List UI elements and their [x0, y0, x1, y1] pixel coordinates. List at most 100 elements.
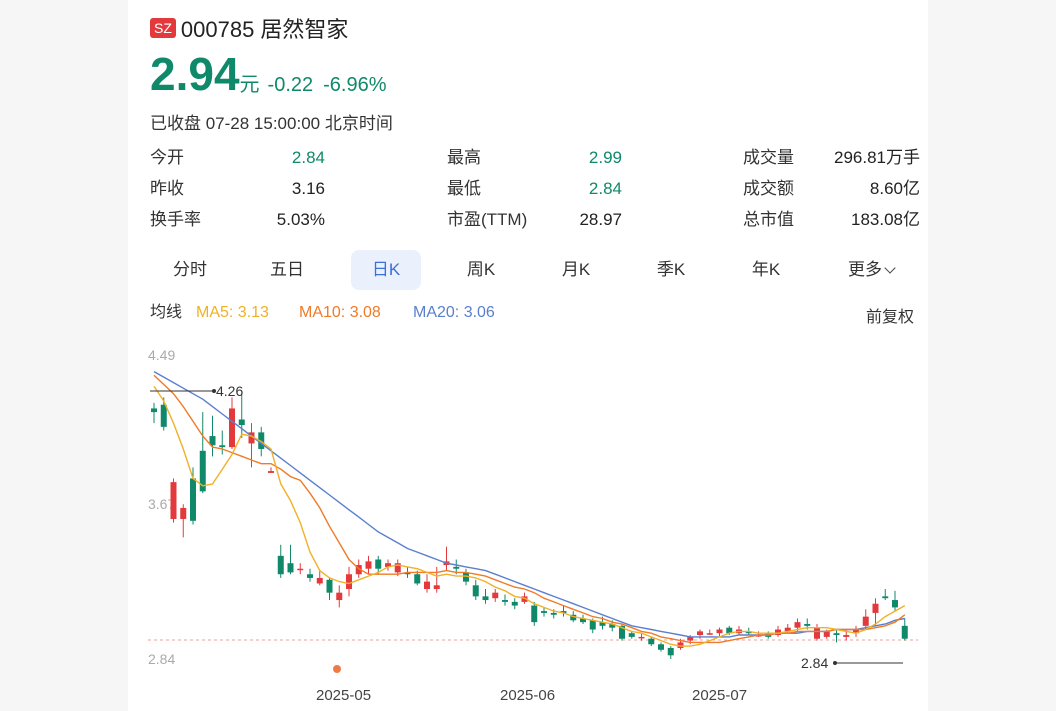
tab-intraday[interactable]: 分时 — [173, 260, 207, 279]
candle-body — [424, 581, 430, 589]
ma5-legend: MA5: 3.13 — [196, 304, 269, 321]
ma-title: 均线 — [150, 304, 183, 321]
candle-body — [794, 622, 801, 628]
candle-body — [170, 482, 177, 519]
quote-label-market-cap: 总市值 — [743, 210, 794, 229]
quote-value-prev-close: 3.16 — [291, 179, 325, 198]
high-marker-dot — [212, 389, 216, 393]
candle-body — [755, 635, 762, 637]
quote-card — [128, 0, 928, 711]
price-change: -0.22 — [267, 74, 314, 96]
candle-body — [599, 622, 606, 626]
candle-body — [209, 436, 216, 446]
price-change-pct: -6.96% — [323, 74, 387, 96]
candle-body — [511, 601, 518, 606]
quote-value-turnover: 5.03% — [276, 210, 325, 229]
candle-body — [151, 408, 157, 413]
event-marker — [333, 665, 341, 673]
current-price: 2.94 — [150, 48, 240, 100]
tab-five-day[interactable]: 五日 — [270, 260, 304, 279]
candle-body — [667, 647, 674, 656]
candle-body — [238, 419, 245, 426]
price-row: 2.94 元 -0.22 -6.96% — [150, 48, 397, 100]
candle-body — [882, 596, 889, 599]
quote-label-low: 最低 — [447, 179, 481, 198]
ma10-legend: MA10: 3.08 — [299, 304, 381, 321]
y-label-min: 2.84 — [148, 651, 175, 667]
quote-label-prev-close: 昨收 — [150, 179, 184, 198]
candle-body — [346, 574, 352, 589]
candle-body — [482, 596, 489, 601]
period-tabs: 分时 五日 日K 周K 月K 季K 年K 更多 — [150, 250, 920, 290]
quote-value-amount: 8.60亿 — [869, 179, 920, 198]
candle-body — [180, 507, 187, 519]
candle-body — [385, 563, 391, 567]
candle-body — [268, 471, 274, 473]
ma20-line — [153, 370, 905, 638]
tab-weekly-k[interactable]: 周K — [466, 260, 496, 279]
y-label-max: 4.49 — [148, 347, 175, 363]
candle-body — [453, 566, 460, 569]
ma5-line — [153, 385, 906, 647]
candle-body — [190, 478, 196, 521]
quote-label-volume: 成交量 — [743, 148, 794, 167]
candle-body — [814, 627, 820, 639]
stock-name: 000785 居然智家 — [180, 17, 349, 42]
candle-body — [784, 627, 791, 632]
x-label-june: 2025-06 — [500, 687, 555, 704]
quote-value-open: 2.84 — [291, 148, 325, 167]
candle-body — [619, 625, 625, 639]
candle-body — [248, 432, 255, 444]
candle-body — [307, 574, 313, 578]
quote-label-open: 今开 — [150, 148, 184, 167]
candle-body — [580, 618, 586, 623]
candle-body — [716, 629, 723, 634]
exchange-badge: SZ — [150, 18, 176, 38]
ma10-line — [153, 374, 906, 644]
candle-body — [229, 408, 235, 448]
candle-body — [404, 572, 411, 575]
tab-more[interactable]: 更多 — [836, 250, 906, 290]
quote-label-turnover: 换手率 — [150, 210, 201, 229]
candle-body — [550, 612, 557, 615]
x-label-july: 2025-07 — [692, 687, 747, 704]
candle-body — [541, 611, 547, 613]
candle-body — [521, 596, 528, 602]
ma20-legend: MA20: 3.06 — [413, 304, 495, 321]
candle-body — [258, 432, 265, 449]
tab-yearly-k[interactable]: 年K — [751, 260, 781, 279]
candle-body — [570, 614, 577, 621]
candle-body — [287, 563, 294, 573]
candle-body — [745, 631, 752, 634]
quote-value-low: 2.84 — [588, 179, 622, 198]
candle-body — [823, 631, 830, 637]
tab-monthly-k[interactable]: 月K — [561, 260, 591, 279]
candle-body — [560, 611, 567, 613]
price-unit: 元 — [239, 74, 260, 96]
chart-grid — [148, 639, 918, 673]
candle-body — [375, 559, 382, 569]
tab-quarterly-k[interactable]: 季K — [656, 260, 686, 279]
quote-value-pe: 28.97 — [579, 210, 622, 229]
candle-body — [277, 555, 284, 575]
candle-body — [297, 568, 304, 571]
high-annotation: 4.26 — [216, 383, 243, 399]
candle-body — [472, 585, 479, 597]
candle-body — [726, 627, 733, 634]
ma-lines-layer — [153, 370, 906, 647]
candle-body — [463, 572, 469, 582]
adjust-mode-toggle[interactable]: 前复权 — [866, 309, 915, 326]
candle-body — [433, 585, 440, 589]
candles-layer — [151, 393, 908, 659]
candle-body — [365, 561, 372, 569]
candle-body — [219, 445, 226, 448]
candle-body — [853, 629, 859, 634]
candle-body — [414, 574, 421, 584]
low-marker-dot — [833, 661, 837, 665]
quote-value-market-cap: 183.08亿 — [851, 210, 920, 229]
candle-body — [833, 633, 840, 636]
tab-daily-k[interactable]: 日K — [351, 250, 421, 290]
candle-body — [862, 616, 869, 626]
quote-value-high: 2.99 — [588, 148, 622, 167]
